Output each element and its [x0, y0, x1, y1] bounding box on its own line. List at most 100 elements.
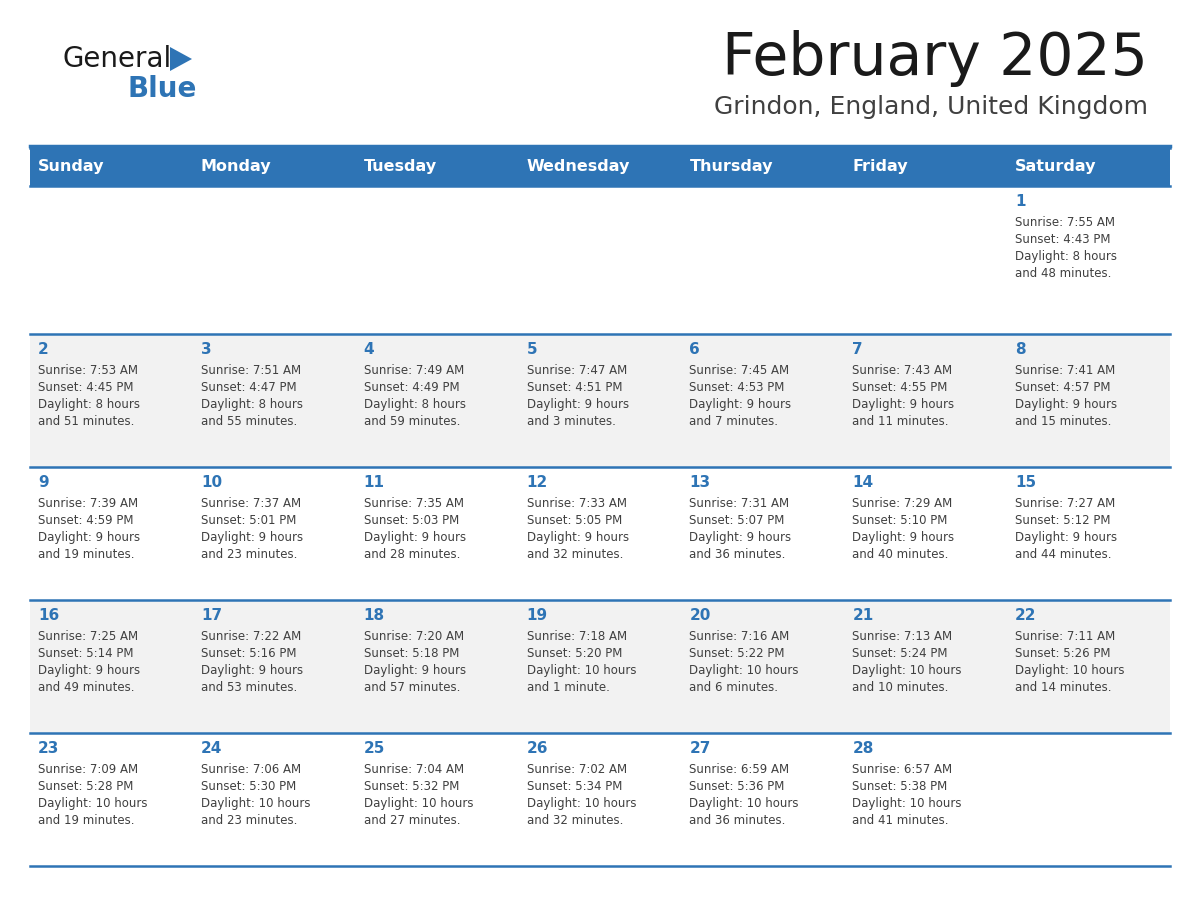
Text: Daylight: 10 hours: Daylight: 10 hours [526, 664, 636, 677]
Text: Sunrise: 7:29 AM: Sunrise: 7:29 AM [852, 497, 953, 510]
Text: 9: 9 [38, 475, 49, 490]
Text: and 44 minutes.: and 44 minutes. [1015, 548, 1112, 561]
Text: 19: 19 [526, 608, 548, 623]
Text: 28: 28 [852, 741, 873, 756]
Text: Daylight: 8 hours: Daylight: 8 hours [364, 398, 466, 411]
Text: 16: 16 [38, 608, 59, 623]
Text: Sunrise: 6:59 AM: Sunrise: 6:59 AM [689, 763, 790, 776]
Text: Daylight: 9 hours: Daylight: 9 hours [38, 664, 140, 677]
Text: Daylight: 10 hours: Daylight: 10 hours [1015, 664, 1125, 677]
Text: Sunrise: 7:06 AM: Sunrise: 7:06 AM [201, 763, 301, 776]
Text: Sunrise: 7:25 AM: Sunrise: 7:25 AM [38, 630, 138, 643]
Text: Sunrise: 7:02 AM: Sunrise: 7:02 AM [526, 763, 627, 776]
Text: and 49 minutes.: and 49 minutes. [38, 681, 134, 694]
Text: Daylight: 10 hours: Daylight: 10 hours [38, 797, 147, 810]
Text: and 55 minutes.: and 55 minutes. [201, 415, 297, 428]
Text: 21: 21 [852, 608, 873, 623]
Text: and 1 minute.: and 1 minute. [526, 681, 609, 694]
Text: Sunday: Sunday [38, 160, 105, 174]
Text: Daylight: 9 hours: Daylight: 9 hours [852, 398, 954, 411]
Text: Daylight: 10 hours: Daylight: 10 hours [526, 797, 636, 810]
Text: Sunset: 5:12 PM: Sunset: 5:12 PM [1015, 514, 1111, 527]
Text: General: General [62, 45, 171, 73]
Text: and 59 minutes.: and 59 minutes. [364, 415, 460, 428]
Text: Sunset: 4:49 PM: Sunset: 4:49 PM [364, 381, 460, 394]
Bar [30, 467, 1170, 600]
Text: 27: 27 [689, 741, 710, 756]
Text: Sunrise: 7:27 AM: Sunrise: 7:27 AM [1015, 497, 1116, 510]
Text: Sunset: 4:59 PM: Sunset: 4:59 PM [38, 514, 133, 527]
Bar [30, 600, 1170, 733]
Text: Sunset: 5:34 PM: Sunset: 5:34 PM [526, 780, 623, 793]
Text: 10: 10 [201, 475, 222, 490]
Text: and 27 minutes.: and 27 minutes. [364, 814, 460, 827]
Text: 4: 4 [364, 342, 374, 357]
Text: Daylight: 9 hours: Daylight: 9 hours [364, 664, 466, 677]
Text: Daylight: 9 hours: Daylight: 9 hours [1015, 398, 1117, 411]
Text: 15: 15 [1015, 475, 1036, 490]
Text: Sunset: 5:32 PM: Sunset: 5:32 PM [364, 780, 459, 793]
Text: Daylight: 8 hours: Daylight: 8 hours [1015, 250, 1117, 263]
Text: Wednesday: Wednesday [526, 160, 630, 174]
Text: Daylight: 10 hours: Daylight: 10 hours [852, 664, 962, 677]
Text: and 36 minutes.: and 36 minutes. [689, 548, 785, 561]
Text: Monday: Monday [201, 160, 272, 174]
Text: 14: 14 [852, 475, 873, 490]
Text: Sunset: 4:47 PM: Sunset: 4:47 PM [201, 381, 297, 394]
Text: and 14 minutes.: and 14 minutes. [1015, 681, 1112, 694]
Text: 26: 26 [526, 741, 548, 756]
Text: Sunrise: 7:45 AM: Sunrise: 7:45 AM [689, 364, 790, 377]
Text: Sunset: 4:53 PM: Sunset: 4:53 PM [689, 381, 785, 394]
Text: Sunset: 5:36 PM: Sunset: 5:36 PM [689, 780, 785, 793]
Text: Daylight: 9 hours: Daylight: 9 hours [38, 531, 140, 544]
Text: and 6 minutes.: and 6 minutes. [689, 681, 778, 694]
Text: 5: 5 [526, 342, 537, 357]
Text: Sunrise: 7:53 AM: Sunrise: 7:53 AM [38, 364, 138, 377]
Text: Sunset: 5:05 PM: Sunset: 5:05 PM [526, 514, 621, 527]
Text: 24: 24 [201, 741, 222, 756]
Text: Sunset: 5:26 PM: Sunset: 5:26 PM [1015, 647, 1111, 660]
Text: and 53 minutes.: and 53 minutes. [201, 681, 297, 694]
Text: Daylight: 9 hours: Daylight: 9 hours [852, 531, 954, 544]
Text: 17: 17 [201, 608, 222, 623]
Text: Sunrise: 7:22 AM: Sunrise: 7:22 AM [201, 630, 301, 643]
Text: and 32 minutes.: and 32 minutes. [526, 548, 623, 561]
Text: Sunrise: 7:47 AM: Sunrise: 7:47 AM [526, 364, 627, 377]
Text: Sunrise: 7:39 AM: Sunrise: 7:39 AM [38, 497, 138, 510]
Text: Saturday: Saturday [1015, 160, 1097, 174]
Bar [30, 334, 1170, 467]
Text: Sunrise: 7:43 AM: Sunrise: 7:43 AM [852, 364, 953, 377]
Text: Sunrise: 7:20 AM: Sunrise: 7:20 AM [364, 630, 463, 643]
Text: Daylight: 10 hours: Daylight: 10 hours [201, 797, 310, 810]
Text: Daylight: 10 hours: Daylight: 10 hours [364, 797, 473, 810]
Text: 12: 12 [526, 475, 548, 490]
Text: Sunrise: 7:31 AM: Sunrise: 7:31 AM [689, 497, 790, 510]
Text: 23: 23 [38, 741, 59, 756]
Text: Sunset: 5:38 PM: Sunset: 5:38 PM [852, 780, 948, 793]
Text: 25: 25 [364, 741, 385, 756]
Polygon shape [170, 47, 192, 71]
Text: Grindon, England, United Kingdom: Grindon, England, United Kingdom [714, 95, 1148, 119]
Text: Sunrise: 7:49 AM: Sunrise: 7:49 AM [364, 364, 465, 377]
Text: and 15 minutes.: and 15 minutes. [1015, 415, 1112, 428]
Text: Daylight: 8 hours: Daylight: 8 hours [38, 398, 140, 411]
Text: Daylight: 9 hours: Daylight: 9 hours [1015, 531, 1117, 544]
Text: Sunset: 5:28 PM: Sunset: 5:28 PM [38, 780, 133, 793]
Text: Sunrise: 7:18 AM: Sunrise: 7:18 AM [526, 630, 627, 643]
Text: 3: 3 [201, 342, 211, 357]
Text: Tuesday: Tuesday [364, 160, 437, 174]
Text: 2: 2 [38, 342, 49, 357]
Text: Sunset: 5:10 PM: Sunset: 5:10 PM [852, 514, 948, 527]
Text: and 28 minutes.: and 28 minutes. [364, 548, 460, 561]
Text: Sunrise: 7:09 AM: Sunrise: 7:09 AM [38, 763, 138, 776]
Text: Sunrise: 7:11 AM: Sunrise: 7:11 AM [1015, 630, 1116, 643]
Text: Sunrise: 7:37 AM: Sunrise: 7:37 AM [201, 497, 301, 510]
Text: and 51 minutes.: and 51 minutes. [38, 415, 134, 428]
Text: and 48 minutes.: and 48 minutes. [1015, 267, 1112, 280]
Text: Daylight: 9 hours: Daylight: 9 hours [364, 531, 466, 544]
Text: 8: 8 [1015, 342, 1025, 357]
Text: Sunrise: 7:51 AM: Sunrise: 7:51 AM [201, 364, 301, 377]
Text: Sunset: 5:03 PM: Sunset: 5:03 PM [364, 514, 459, 527]
Text: Sunset: 5:24 PM: Sunset: 5:24 PM [852, 647, 948, 660]
Text: Daylight: 9 hours: Daylight: 9 hours [201, 664, 303, 677]
